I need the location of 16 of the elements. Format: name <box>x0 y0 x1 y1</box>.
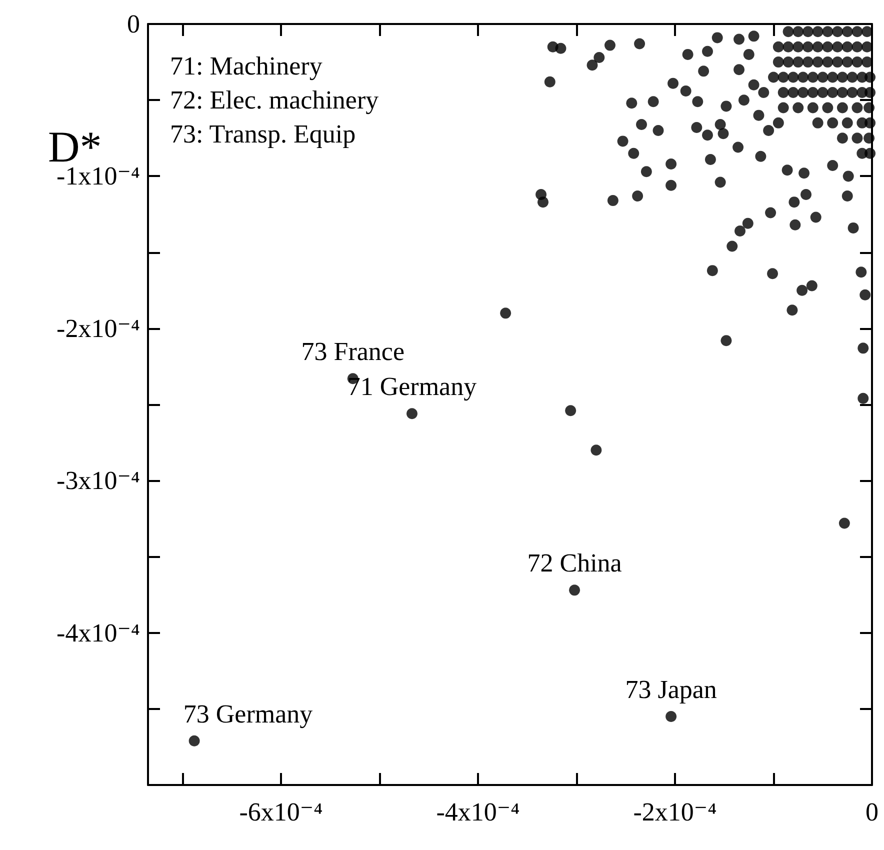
x-tick-label: -4x10⁻⁴ <box>436 798 520 826</box>
y-tick-label: 0 <box>127 10 140 38</box>
y-tick-label: -3x10⁻⁴ <box>56 466 140 496</box>
x-tick-label: -6x10⁻⁴ <box>239 798 323 826</box>
y-tick-label: -2x10⁻⁴ <box>56 314 140 343</box>
annotation: 73 Germany <box>183 699 313 728</box>
annotation: 73: Transp. Equip <box>170 120 356 148</box>
annotation: 73 Japan <box>625 675 717 704</box>
annotation: 71 Germany <box>347 372 477 402</box>
annotation: 71: Machinery <box>170 52 322 80</box>
x-tick-label: -2x10⁻⁴ <box>633 798 717 826</box>
x-tick-label: 0 <box>866 798 878 826</box>
annotation: 73 France <box>301 337 405 366</box>
annotation: 72 China <box>527 548 622 578</box>
y-tick-label: -4x10⁻⁴ <box>56 618 140 648</box>
annotation: 72: Elec. machinery <box>170 86 379 114</box>
